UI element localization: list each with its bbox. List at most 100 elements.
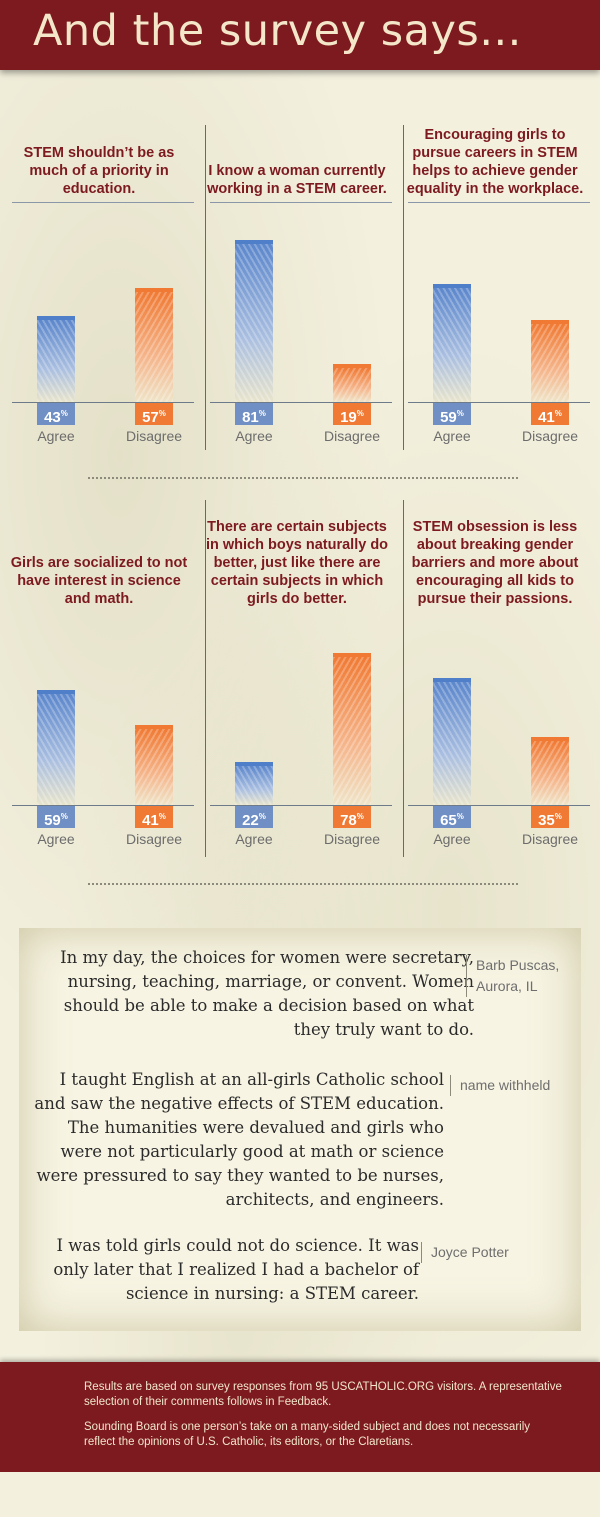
footer-banner: Results are based on survey responses fr… [0, 1362, 600, 1472]
percent-sign: % [456, 409, 464, 418]
value-label: 65% [433, 805, 471, 829]
chart-title: I know a woman currently working in a ST… [207, 163, 387, 197]
survey-chart: Encouraging girls to pursue careers in S… [396, 70, 594, 455]
category-label: Agree [433, 831, 471, 847]
value-label: 35% [531, 805, 569, 829]
page-title: And the survey says... [33, 6, 522, 56]
category-label: Agree [37, 428, 75, 444]
percent-sign: % [356, 409, 364, 418]
title-rule [408, 202, 590, 203]
value-label: 59% [37, 805, 75, 829]
quote-author: name withheld [450, 1075, 575, 1096]
chart-baseline [210, 402, 392, 403]
panel-divider [403, 500, 404, 857]
category-label: Disagree [521, 428, 579, 444]
survey-chart: STEM obsession is less about breaking ge… [396, 480, 594, 865]
value-label: 22% [235, 805, 273, 829]
percent-sign: % [158, 409, 166, 418]
value-label: 57% [135, 402, 173, 426]
survey-chart: There are certain subjects in which boys… [198, 480, 396, 865]
category-label: Agree [235, 428, 273, 444]
chart-title: Girls are socialized to not have interes… [10, 555, 188, 607]
value-number: 41 [538, 409, 555, 426]
value-number: 35 [538, 812, 555, 829]
value-label: 43% [37, 402, 75, 426]
category-label: Disagree [125, 831, 183, 847]
quote-text: In my day, the choices for women were se… [60, 948, 474, 1039]
chart-baseline [408, 402, 590, 403]
chart-row-1: STEM shouldn’t be as much of a priority … [0, 70, 600, 455]
value-label: 81% [235, 402, 273, 426]
chart-title: There are certain subjects in which boys… [205, 519, 389, 607]
survey-chart: I know a woman currently working in a ST… [198, 70, 396, 455]
bar-agree [235, 240, 273, 402]
value-label: 78% [333, 805, 371, 829]
bar-agree [235, 762, 273, 805]
value-label: 59% [433, 402, 471, 426]
bar-agree [433, 678, 471, 805]
bar-disagree [333, 364, 371, 402]
bar-agree [433, 284, 471, 402]
value-number: 59 [44, 812, 61, 829]
chart-baseline [12, 402, 194, 403]
title-rule [12, 202, 194, 203]
value-number: 57 [142, 409, 159, 426]
chart-baseline [408, 805, 590, 806]
bar-disagree [333, 652, 371, 805]
dotted-separator [88, 883, 518, 885]
value-label: 19% [333, 402, 371, 426]
percent-sign: % [60, 812, 68, 821]
percent-sign: % [258, 812, 266, 821]
bar-disagree [531, 736, 569, 805]
quote-author: Barb Puscas, Aurora, IL [466, 955, 576, 997]
quotes-panel: In my day, the choices for women were se… [19, 928, 581, 1331]
value-number: 65 [440, 812, 457, 829]
value-number: 41 [142, 812, 159, 829]
footer-disclaimer: Sounding Board is one person’s take on a… [84, 1421, 531, 1448]
chart-title: STEM obsession is less about breaking ge… [411, 519, 579, 607]
bar-disagree [135, 725, 173, 805]
percent-sign: % [554, 812, 562, 821]
category-label: Disagree [323, 831, 381, 847]
bottom-strip [0, 1472, 600, 1517]
value-label: 41% [531, 402, 569, 426]
bar-agree [37, 689, 75, 805]
percent-sign: % [258, 409, 266, 418]
bar-disagree [135, 288, 173, 402]
survey-chart: STEM shouldn’t be as much of a priority … [0, 70, 198, 455]
quote-author: Joyce Potter [421, 1242, 551, 1263]
value-number: 22 [242, 812, 259, 829]
panel-divider [205, 125, 206, 450]
category-label: Agree [433, 428, 471, 444]
panel-divider [403, 125, 404, 450]
chart-title: STEM shouldn’t be as much of a priority … [23, 145, 175, 197]
percent-sign: % [356, 812, 364, 821]
percent-sign: % [554, 409, 562, 418]
quote-text: I was told girls could not do science. I… [53, 1236, 419, 1303]
dotted-separator [88, 477, 518, 479]
panel-divider [205, 500, 206, 857]
quote-text: I taught English at an all-girls Catholi… [34, 1070, 444, 1209]
chart-baseline [210, 805, 392, 806]
category-label: Agree [37, 831, 75, 847]
category-label: Disagree [125, 428, 183, 444]
bar-disagree [531, 320, 569, 402]
header-banner: And the survey says... [0, 0, 600, 70]
category-label: Disagree [521, 831, 579, 847]
footer-methodology: Results are based on survey responses fr… [84, 1381, 562, 1408]
title-rule [210, 202, 392, 203]
percent-sign: % [60, 409, 68, 418]
percent-sign: % [456, 812, 464, 821]
value-number: 43 [44, 409, 61, 426]
chart-title: Encouraging girls to pursue careers in S… [406, 127, 584, 197]
percent-sign: % [158, 812, 166, 821]
value-label: 41% [135, 805, 173, 829]
value-number: 81 [242, 409, 259, 426]
value-number: 59 [440, 409, 457, 426]
chart-baseline [12, 805, 194, 806]
category-label: Disagree [323, 428, 381, 444]
bar-agree [37, 316, 75, 402]
value-number: 19 [340, 409, 357, 426]
category-label: Agree [235, 831, 273, 847]
value-number: 78 [340, 812, 357, 829]
